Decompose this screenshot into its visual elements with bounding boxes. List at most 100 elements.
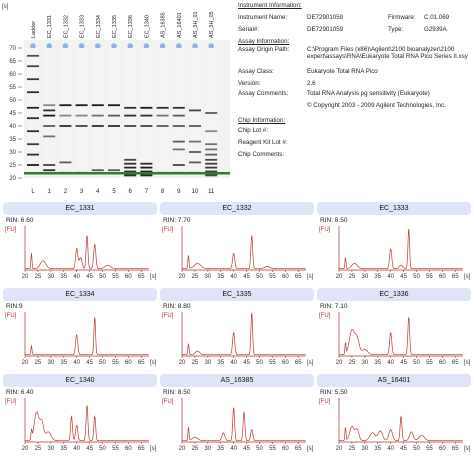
x-tick-label: 60 — [439, 274, 446, 280]
electropherogram-trace — [339, 317, 463, 356]
x-tick-label: 45 — [400, 274, 407, 280]
x-tick-label: 60 — [125, 274, 132, 280]
gel-lane-label: 5 — [112, 189, 116, 195]
gel-lane-label: 6 — [129, 189, 133, 195]
assay-comments-label: Assay Comments: — [238, 90, 289, 97]
gel-lane — [156, 48, 169, 170]
gel-band — [27, 130, 39, 133]
x-tick-label: 25 — [192, 446, 199, 452]
assay-comments-value: Total RNA Analysis pg sensitivity (Eukar… — [307, 90, 430, 97]
electropherogram: [FU] 20 25 30 35 40 45 50 55 60 65 [s] — [319, 398, 471, 452]
gel-band — [140, 125, 153, 127]
x-axis-unit: [s] — [307, 446, 314, 452]
x-tick-label: 50 — [413, 360, 420, 366]
gel-y-tick-label: 55 — [9, 85, 16, 91]
serial-label: Serial#: — [238, 26, 259, 33]
chip-lot-label: Chip Lot #: — [238, 127, 268, 134]
lane-indicator-dot — [208, 43, 214, 49]
x-tick-label: 60 — [439, 446, 446, 452]
electropherogram-panel: AS_16385 RIN: 8.50 [FU] 20 25 30 35 40 45 50 55 6… — [160, 374, 314, 456]
x-tick-label: 20 — [336, 446, 343, 452]
electropherogram: [FU] 20 25 30 35 40 45 50 55 60 65 [s] — [162, 312, 314, 366]
rin-value: RIN: 8.50 — [163, 389, 191, 396]
gel-lane-header: EC_1340 — [144, 15, 150, 38]
lane-indicator-dot — [127, 43, 133, 49]
y-axis-unit: [FU] — [162, 399, 174, 405]
rin-value: RIN:9 — [6, 303, 23, 310]
x-tick-label: 30 — [361, 446, 368, 452]
gel-band — [91, 169, 104, 172]
gel-lane-label: 8 — [161, 189, 165, 195]
gel-y-tick-label: 50 — [9, 98, 16, 104]
x-tick-label: 25 — [349, 360, 356, 366]
gel-band — [124, 106, 137, 109]
gel-band — [124, 125, 137, 127]
x-tick-label: 55 — [269, 446, 276, 452]
x-tick-label: 25 — [35, 446, 42, 452]
gel-lane-header: AS_16401 — [177, 12, 183, 38]
x-tick-label: 35 — [217, 360, 224, 366]
gel-band — [59, 125, 72, 127]
gel-band — [75, 114, 88, 117]
chip-comments-label: Chip Comments: — [238, 151, 285, 158]
rin-value: RIN: 6.40 — [6, 389, 34, 396]
y-axis-unit: [FU] — [5, 227, 17, 233]
assay-origin-line2: expert\assays\RNA\Eukaryote Total RNA Pi… — [307, 53, 468, 60]
electropherogram-trace — [25, 405, 149, 442]
x-tick-label: 20 — [336, 274, 343, 280]
x-tick-label: 30 — [204, 446, 211, 452]
lane-indicator-dot — [111, 43, 117, 49]
gel-band — [124, 166, 137, 169]
electropherogram-trace — [25, 235, 149, 270]
lane-indicator-dot — [46, 43, 52, 49]
gel-band — [205, 170, 218, 173]
x-tick-label: 60 — [439, 360, 446, 366]
x-tick-label: 55 — [112, 274, 119, 280]
gel-lane-header: Ladder — [31, 21, 37, 38]
panel-title: AS_16385 — [160, 374, 314, 387]
x-tick-label: 60 — [125, 446, 132, 452]
electropherogram-trace — [25, 317, 149, 356]
gel-band — [189, 161, 201, 164]
gel-band — [43, 125, 56, 127]
x-tick-label: 45 — [400, 360, 407, 366]
x-tick-label: 30 — [47, 360, 54, 366]
gel-lane-label: 4 — [96, 189, 100, 195]
x-tick-label: 30 — [47, 274, 54, 280]
gel-lane — [124, 48, 137, 170]
x-axis-unit: [s] — [464, 360, 471, 366]
gel-band — [140, 170, 153, 173]
gel-band — [27, 54, 39, 57]
x-tick-label: 55 — [269, 274, 276, 280]
gel-band — [27, 78, 39, 81]
rin-value: RIN: 8.80 — [163, 303, 191, 310]
electropherogram-trace — [182, 407, 306, 442]
gel-band — [205, 112, 218, 114]
electropherogram-panel: EC_1336 RIN: 7.10 [FU] 20 25 30 35 40 45 50 55 60… — [317, 288, 471, 370]
x-tick-label: 65 — [138, 360, 145, 366]
gel-band — [91, 104, 104, 107]
gel-lower-marker — [24, 172, 230, 175]
firmware-label: Firmware: — [388, 14, 416, 21]
x-tick-label: 50 — [256, 360, 263, 366]
x-tick-label: 25 — [35, 274, 42, 280]
gel-band — [108, 114, 120, 117]
x-tick-label: 65 — [452, 360, 459, 366]
gel-y-tick-label: 20 — [9, 176, 16, 182]
x-tick-label: 35 — [374, 446, 381, 452]
x-tick-label: 40 — [230, 446, 237, 452]
gel-band — [205, 166, 218, 169]
x-tick-label: 45 — [86, 360, 93, 366]
x-tick-label: 20 — [336, 360, 343, 366]
gel-band — [91, 114, 104, 117]
gel-y-tick-label: 45 — [9, 111, 16, 117]
gel-band — [43, 164, 56, 166]
x-tick-label: 20 — [22, 446, 29, 452]
gel-band — [124, 162, 137, 165]
gel-band — [205, 174, 218, 177]
lane-indicator-dot — [30, 43, 36, 49]
gel-band — [27, 117, 39, 120]
x-tick-label: 65 — [452, 274, 459, 280]
gel-band — [124, 170, 137, 173]
